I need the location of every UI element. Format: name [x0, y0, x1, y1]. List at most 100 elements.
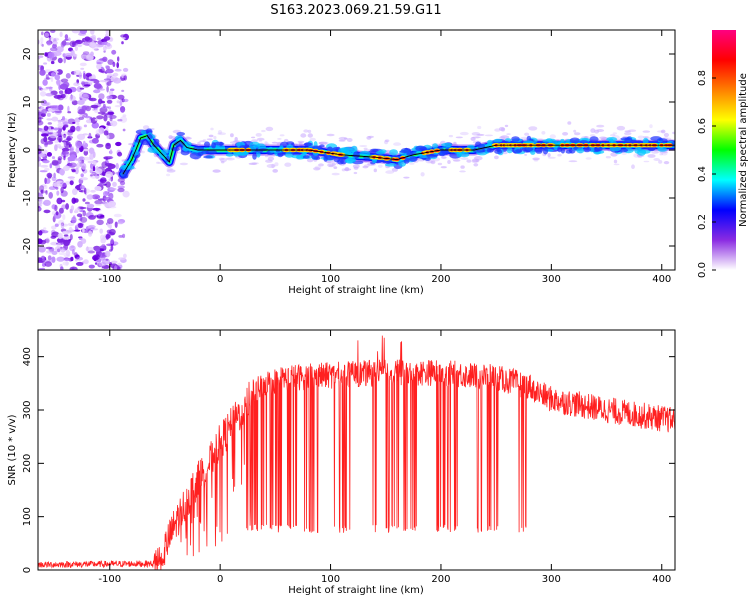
snr-xtick-label: 100 [321, 574, 340, 585]
snr-xlabel: Height of straight line (km) [288, 585, 424, 596]
spectral-halo [452, 159, 461, 162]
noise-blob [103, 191, 109, 197]
noise-blob [44, 167, 50, 171]
noise-blob [85, 72, 92, 78]
noise-blob [64, 52, 73, 57]
noise-blob [46, 172, 53, 178]
noise-blob [122, 67, 129, 72]
noise-blob [63, 254, 71, 258]
spectral-halo [377, 164, 383, 168]
spectral-halo [437, 162, 443, 166]
ridge-blob [204, 141, 210, 148]
noise-blob [95, 196, 99, 200]
noise-blob [111, 49, 117, 55]
ridge-blob [639, 149, 651, 154]
ridge-blob [657, 147, 668, 152]
spectral-halo [427, 159, 436, 164]
noise-blob [44, 177, 47, 184]
noise-blob [48, 52, 55, 59]
snr-xtick-label: 300 [542, 574, 561, 585]
spectral-halo [447, 160, 451, 164]
spectral-halo [264, 141, 268, 145]
noise-blob [120, 106, 126, 113]
noise-blob [88, 132, 92, 139]
noise-blob [85, 119, 93, 124]
ridge-blob [389, 149, 398, 156]
spectral-halo [226, 157, 235, 161]
noise-blob [69, 234, 73, 241]
noise-blob [106, 99, 113, 104]
noise-blob [106, 81, 112, 86]
noise-blob [100, 238, 106, 244]
noise-blob [51, 116, 59, 122]
spectral-halo [459, 131, 469, 136]
ridge-blob [269, 149, 276, 153]
noise-blob [45, 86, 53, 89]
spectrogram-xtick-label: 0 [217, 274, 223, 285]
spectral-halo [363, 147, 368, 150]
spectral-halo [307, 133, 313, 138]
spectral-halo [251, 139, 258, 143]
noise-blob [113, 213, 122, 218]
noise-blob [46, 250, 54, 254]
spectral-halo [225, 157, 233, 160]
ridge-blob [399, 150, 411, 153]
noise-blob [79, 185, 85, 190]
spectral-halo [373, 168, 377, 173]
spectral-halo [248, 162, 258, 165]
noise-blob [62, 116, 65, 121]
noise-blob [64, 34, 69, 40]
noise-blob [80, 173, 84, 178]
spectral-halo [596, 129, 605, 132]
noise-blob [72, 249, 75, 255]
noise-blob [108, 156, 113, 160]
spectral-halo [274, 162, 279, 167]
spectral-halo [256, 137, 265, 141]
noise-blob [80, 216, 88, 223]
noise-blob [78, 108, 85, 114]
noise-blob [101, 70, 106, 74]
spectral-halo [661, 152, 668, 156]
noise-blob [72, 41, 76, 46]
spectral-halo [455, 136, 463, 139]
noise-blob [79, 162, 83, 167]
noise-blob [40, 164, 49, 168]
spectral-halo [277, 138, 282, 140]
ridge-blob [152, 141, 159, 148]
noise-blob [62, 214, 66, 221]
spectral-halo [284, 162, 292, 167]
colorbar-axes: 0.0 0.2 0.4 0.6 0.8 [697, 70, 716, 278]
spectrogram-xtick-label: 300 [542, 274, 561, 285]
ridge-blob [302, 155, 310, 159]
noise-blob [51, 159, 59, 166]
spectral-halo [616, 125, 626, 131]
noise-blob [40, 91, 47, 97]
spectral-halo [596, 124, 605, 128]
ridge-blob [182, 144, 189, 152]
noise-blob [45, 246, 53, 250]
spectral-halo [306, 158, 314, 163]
noise-blob [117, 119, 123, 122]
noise-blob [98, 93, 105, 100]
snr-xtick-label: 200 [431, 574, 450, 585]
noise-blob [109, 249, 113, 252]
spectral-halo [477, 125, 482, 130]
spectral-halo [613, 159, 618, 164]
noise-blob [108, 178, 112, 182]
noise-blob [48, 129, 54, 132]
noise-blob [102, 45, 107, 52]
noise-blob [60, 78, 69, 83]
noise-blob [41, 108, 48, 115]
spectrogram-ytick-label: 0 [22, 147, 33, 153]
noise-blob [72, 188, 78, 196]
noise-blob [74, 46, 78, 52]
noise-blob [64, 38, 69, 41]
noise-blob [107, 163, 116, 169]
colorbar-tick-label: 0.0 [697, 262, 708, 278]
noise-blob [45, 92, 54, 97]
spectral-halo [234, 137, 238, 142]
spectral-halo [251, 136, 256, 139]
ridge-blob [609, 146, 622, 152]
noise-blob [84, 201, 90, 205]
